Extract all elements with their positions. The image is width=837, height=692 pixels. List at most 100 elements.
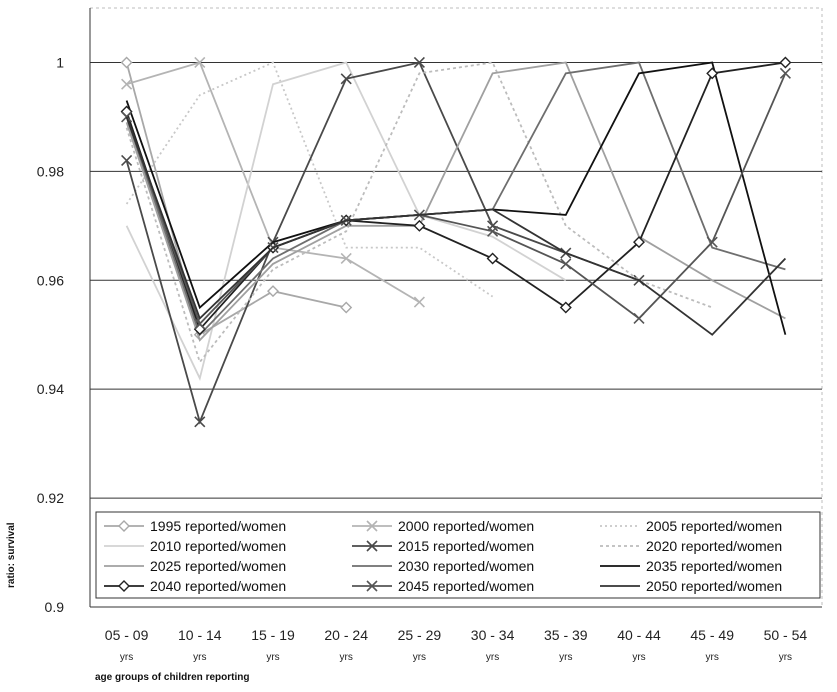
gridlines [89, 8, 822, 608]
series-line [125, 61, 786, 332]
legend-label: 2015 reported/women [398, 538, 534, 554]
y-tick-label: 1 [56, 54, 64, 70]
data-point [413, 56, 425, 69]
x-axis-ticks: 05 - 09 yrs 10 - 14 yrs 15 - 19 yrs 20 - 24 yrs… [105, 627, 808, 663]
x-tick-sublabel: yrs [779, 652, 792, 663]
data-point [194, 318, 206, 330]
series [125, 61, 786, 342]
legend-item: 2045 reported/women [352, 578, 534, 594]
legend-item: 2015 reported/women [352, 538, 534, 554]
legend-label: 2025 reported/women [150, 558, 286, 574]
series [121, 56, 645, 428]
legend-item: 2005 reported/women [600, 518, 782, 534]
legend-label: 2005 reported/women [646, 518, 782, 534]
y-axis-title: ratio: survival [6, 522, 17, 588]
series-line [125, 62, 347, 337]
x-tick-label: 15 - 19 [251, 627, 295, 643]
y-axis-ticks: 0.9 0.92 0.94 0.96 0.98 1 [37, 54, 64, 615]
data-point [706, 67, 719, 80]
x-tick-sublabel: yrs [632, 652, 645, 663]
legend-label: 2045 reported/women [398, 578, 534, 594]
x-axis-title: age groups of children reporting [95, 672, 249, 683]
data-point [366, 580, 378, 592]
data-point [413, 219, 426, 232]
legend-item: 2000 reported/women [352, 518, 534, 534]
series-line [125, 72, 787, 326]
y-tick-label: 0.9 [45, 599, 65, 615]
x-tick-sublabel: yrs [486, 652, 499, 663]
data-point [779, 56, 792, 69]
x-tick-label: 35 - 39 [544, 627, 588, 643]
y-tick-label: 0.94 [37, 381, 64, 397]
data-point [118, 520, 130, 532]
x-tick-sublabel: yrs [340, 652, 353, 663]
x-tick-label: 20 - 24 [324, 627, 368, 643]
series-line [125, 61, 567, 381]
data-point [340, 301, 353, 314]
legend-label: 2050 reported/women [646, 578, 782, 594]
data-point [366, 520, 378, 532]
series-group [120, 56, 792, 428]
series-line [125, 61, 494, 298]
x-tick-label: 50 - 54 [764, 627, 808, 643]
series [125, 61, 713, 364]
x-tick-sublabel: yrs [120, 652, 133, 663]
legend-label: 2035 reported/women [646, 558, 782, 574]
legend-label: 2040 reported/women [150, 578, 286, 594]
x-tick-label: 25 - 29 [398, 627, 442, 643]
data-point [633, 312, 645, 324]
x-tick-label: 30 - 34 [471, 627, 515, 643]
data-point [779, 67, 791, 79]
data-point [120, 56, 133, 69]
legend-item: 2010 reported/women [104, 538, 286, 554]
x-tick-sublabel: yrs [413, 652, 426, 663]
x-tick-sublabel: yrs [193, 652, 206, 663]
data-point [559, 301, 572, 314]
series [125, 116, 787, 336]
data-point [366, 540, 378, 552]
x-tick-label: 40 - 44 [617, 627, 661, 643]
legend-label: 2020 reported/women [646, 538, 782, 554]
data-point [413, 296, 425, 308]
series-line [125, 61, 640, 425]
x-tick-sublabel: yrs [559, 652, 572, 663]
series-line [125, 61, 713, 364]
series [125, 61, 494, 298]
y-tick-label: 0.92 [37, 490, 64, 506]
data-point [487, 220, 499, 232]
x-tick-label: 45 - 49 [690, 627, 734, 643]
legend: 1995 reported/women 2000 reported/women 20… [95, 511, 821, 599]
legend-item: 2025 reported/women [104, 558, 286, 574]
legend-label: 2030 reported/women [398, 558, 534, 574]
data-point [194, 56, 206, 69]
legend-item: 2035 reported/women [600, 558, 782, 574]
data-point [340, 73, 352, 85]
data-point [706, 236, 718, 248]
legend-item: 2040 reported/women [104, 578, 286, 594]
y-tick-label: 0.98 [37, 163, 64, 179]
y-tick-label: 0.96 [37, 272, 64, 288]
data-point [486, 252, 499, 265]
data-point [121, 154, 133, 167]
legend-item: 2020 reported/women [600, 538, 782, 554]
series [125, 61, 567, 381]
data-point [194, 416, 206, 428]
data-point [267, 285, 279, 298]
legend-item: 2030 reported/women [352, 558, 534, 574]
data-point [560, 258, 572, 270]
series-line [125, 116, 787, 336]
legend-item: 2050 reported/women [600, 578, 782, 594]
data-point [340, 252, 352, 265]
legend-label: 2010 reported/women [150, 538, 286, 554]
legend-label: 2000 reported/women [398, 518, 534, 534]
data-point [633, 236, 645, 249]
data-point [118, 580, 130, 592]
data-point [121, 78, 133, 90]
x-tick-label: 10 - 14 [178, 627, 222, 643]
series-line [125, 61, 786, 342]
x-tick-sublabel: yrs [266, 652, 279, 663]
legend-item: 1995 reported/women [104, 518, 286, 534]
data-point [487, 225, 499, 237]
legend-label: 1995 reported/women [150, 518, 286, 534]
